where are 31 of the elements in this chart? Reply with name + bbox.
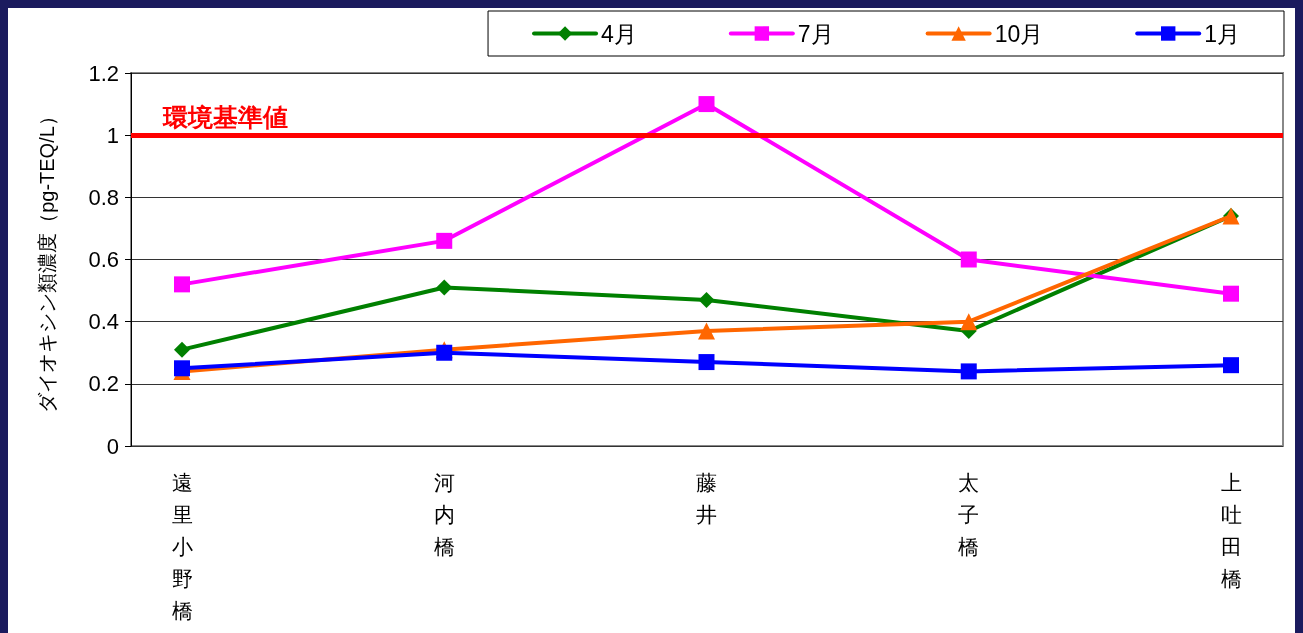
x-tick-label: 遠里小野橋	[171, 470, 193, 622]
y-tick-label: 0.8	[88, 184, 119, 210]
y-axis-title: ダイオキシン類濃度（pg-TEQ/L）	[36, 106, 58, 413]
y-tick-label: 0	[106, 433, 119, 459]
point	[436, 279, 453, 296]
point	[698, 96, 715, 113]
point	[174, 341, 190, 358]
y-tick-label: 1.2	[88, 60, 119, 86]
point	[698, 322, 715, 340]
point	[960, 313, 978, 331]
x-tick-label: 藤井	[696, 470, 717, 526]
point	[1223, 357, 1239, 374]
legend-label: 4月	[601, 20, 637, 47]
point	[960, 251, 977, 268]
point	[174, 276, 190, 293]
legend-label: 10月	[994, 20, 1044, 47]
legend-label: 7月	[797, 20, 834, 47]
y-tick-label: 1	[106, 122, 119, 148]
legend-label: 1月	[1204, 20, 1241, 47]
y-tick-label: 0.6	[88, 247, 119, 272]
point	[960, 363, 977, 380]
point	[1223, 285, 1239, 302]
point	[698, 354, 715, 371]
y-tick-label: 0.2	[88, 371, 119, 397]
ref-line-label: 環境基準値	[162, 102, 288, 131]
point	[436, 232, 453, 249]
x-tick-label: 河内橋	[433, 470, 455, 558]
x-tick-label: 上吐田橋	[1220, 470, 1242, 590]
y-tick-label: 0.4	[88, 309, 119, 335]
point	[698, 291, 715, 308]
x-tick-label: 太子橋	[958, 470, 980, 558]
